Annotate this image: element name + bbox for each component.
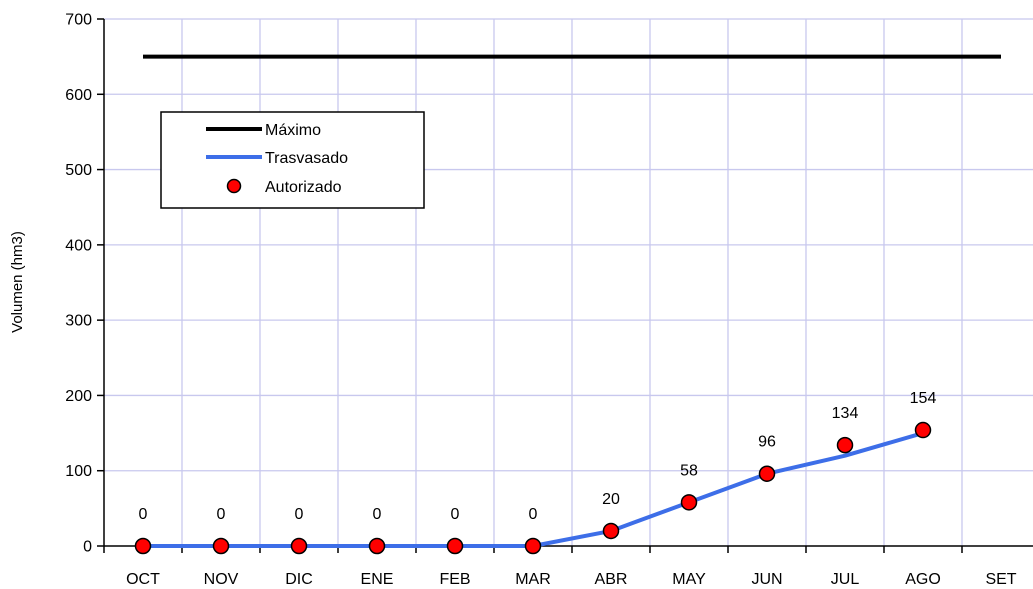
- axes: [103, 19, 1033, 547]
- x-tick-label: FEB: [439, 571, 470, 588]
- x-tick-label: DIC: [285, 571, 313, 588]
- y-tick-label: 200: [65, 388, 92, 405]
- y-tick-label: 600: [65, 87, 92, 104]
- y-tick-label: 100: [65, 463, 92, 480]
- legend-box: [160, 111, 425, 209]
- data-label: 154: [910, 390, 937, 407]
- x-tick-label: SET: [985, 571, 1016, 588]
- y-tick-label: 700: [65, 12, 92, 29]
- y-axis-ticks: 0 100 200 300 400 500 600 700: [65, 12, 104, 556]
- data-point-autorizado: [680, 494, 698, 511]
- data-label: 0: [217, 506, 226, 523]
- x-tick-label: OCT: [126, 571, 160, 588]
- legend-label-trasvasado: Trasvasado: [265, 150, 348, 167]
- y-axis-label: Volumen (hm3): [9, 231, 26, 333]
- data-point-autorizado: [524, 537, 542, 555]
- y-tick-label: 500: [65, 162, 92, 179]
- x-axis-ticks: OCT NOV DIC ENE FEB MAR ABR MAY JUN JUL AGO SET: [103, 546, 1017, 588]
- data-point-autorizado: [914, 421, 932, 439]
- data-label: 0: [529, 506, 538, 523]
- data-label: 0: [295, 506, 304, 523]
- data-point-autorizado: [446, 537, 464, 555]
- x-tick-label: JUN: [751, 571, 782, 588]
- x-tick-label: JUL: [831, 571, 860, 588]
- data-point-autorizado: [836, 436, 854, 454]
- data-label: 134: [832, 405, 859, 422]
- y-tick-label: 400: [65, 237, 92, 254]
- data-point-autorizado: [602, 522, 620, 540]
- x-tick-label: NOV: [204, 571, 239, 588]
- y-tick-label: 0: [83, 539, 92, 556]
- legend-label-autorizado: Autorizado: [265, 179, 342, 196]
- x-tick-label: MAR: [515, 571, 551, 588]
- data-point-autorizado: [368, 537, 386, 555]
- grid-lines: [104, 18, 1033, 546]
- data-label: 0: [373, 506, 382, 523]
- legend-label-maximo: Máximo: [265, 122, 321, 139]
- data-point-autorizado: [290, 537, 308, 555]
- data-label: 0: [451, 506, 460, 523]
- data-label: 96: [758, 434, 776, 451]
- legend: Máximo Trasvasado Autorizado: [160, 111, 425, 209]
- x-tick-label: ENE: [361, 571, 394, 588]
- data-point-autorizado: [212, 537, 230, 555]
- y-tick-label: 300: [65, 313, 92, 330]
- data-label: 20: [602, 491, 620, 508]
- data-point-autorizado: [134, 537, 152, 555]
- data-labels: 0 0 0 0 0 0 20 58 96 134 154: [139, 390, 937, 523]
- legend-swatch-autorizado: [226, 178, 242, 194]
- data-point-autorizado: [758, 465, 776, 482]
- x-tick-label: ABR: [595, 571, 628, 588]
- x-tick-label: MAY: [672, 571, 706, 588]
- data-label: 58: [680, 462, 698, 479]
- data-label: 0: [139, 506, 148, 523]
- x-tick-label: AGO: [905, 571, 941, 588]
- series-layer: [134, 54, 1001, 555]
